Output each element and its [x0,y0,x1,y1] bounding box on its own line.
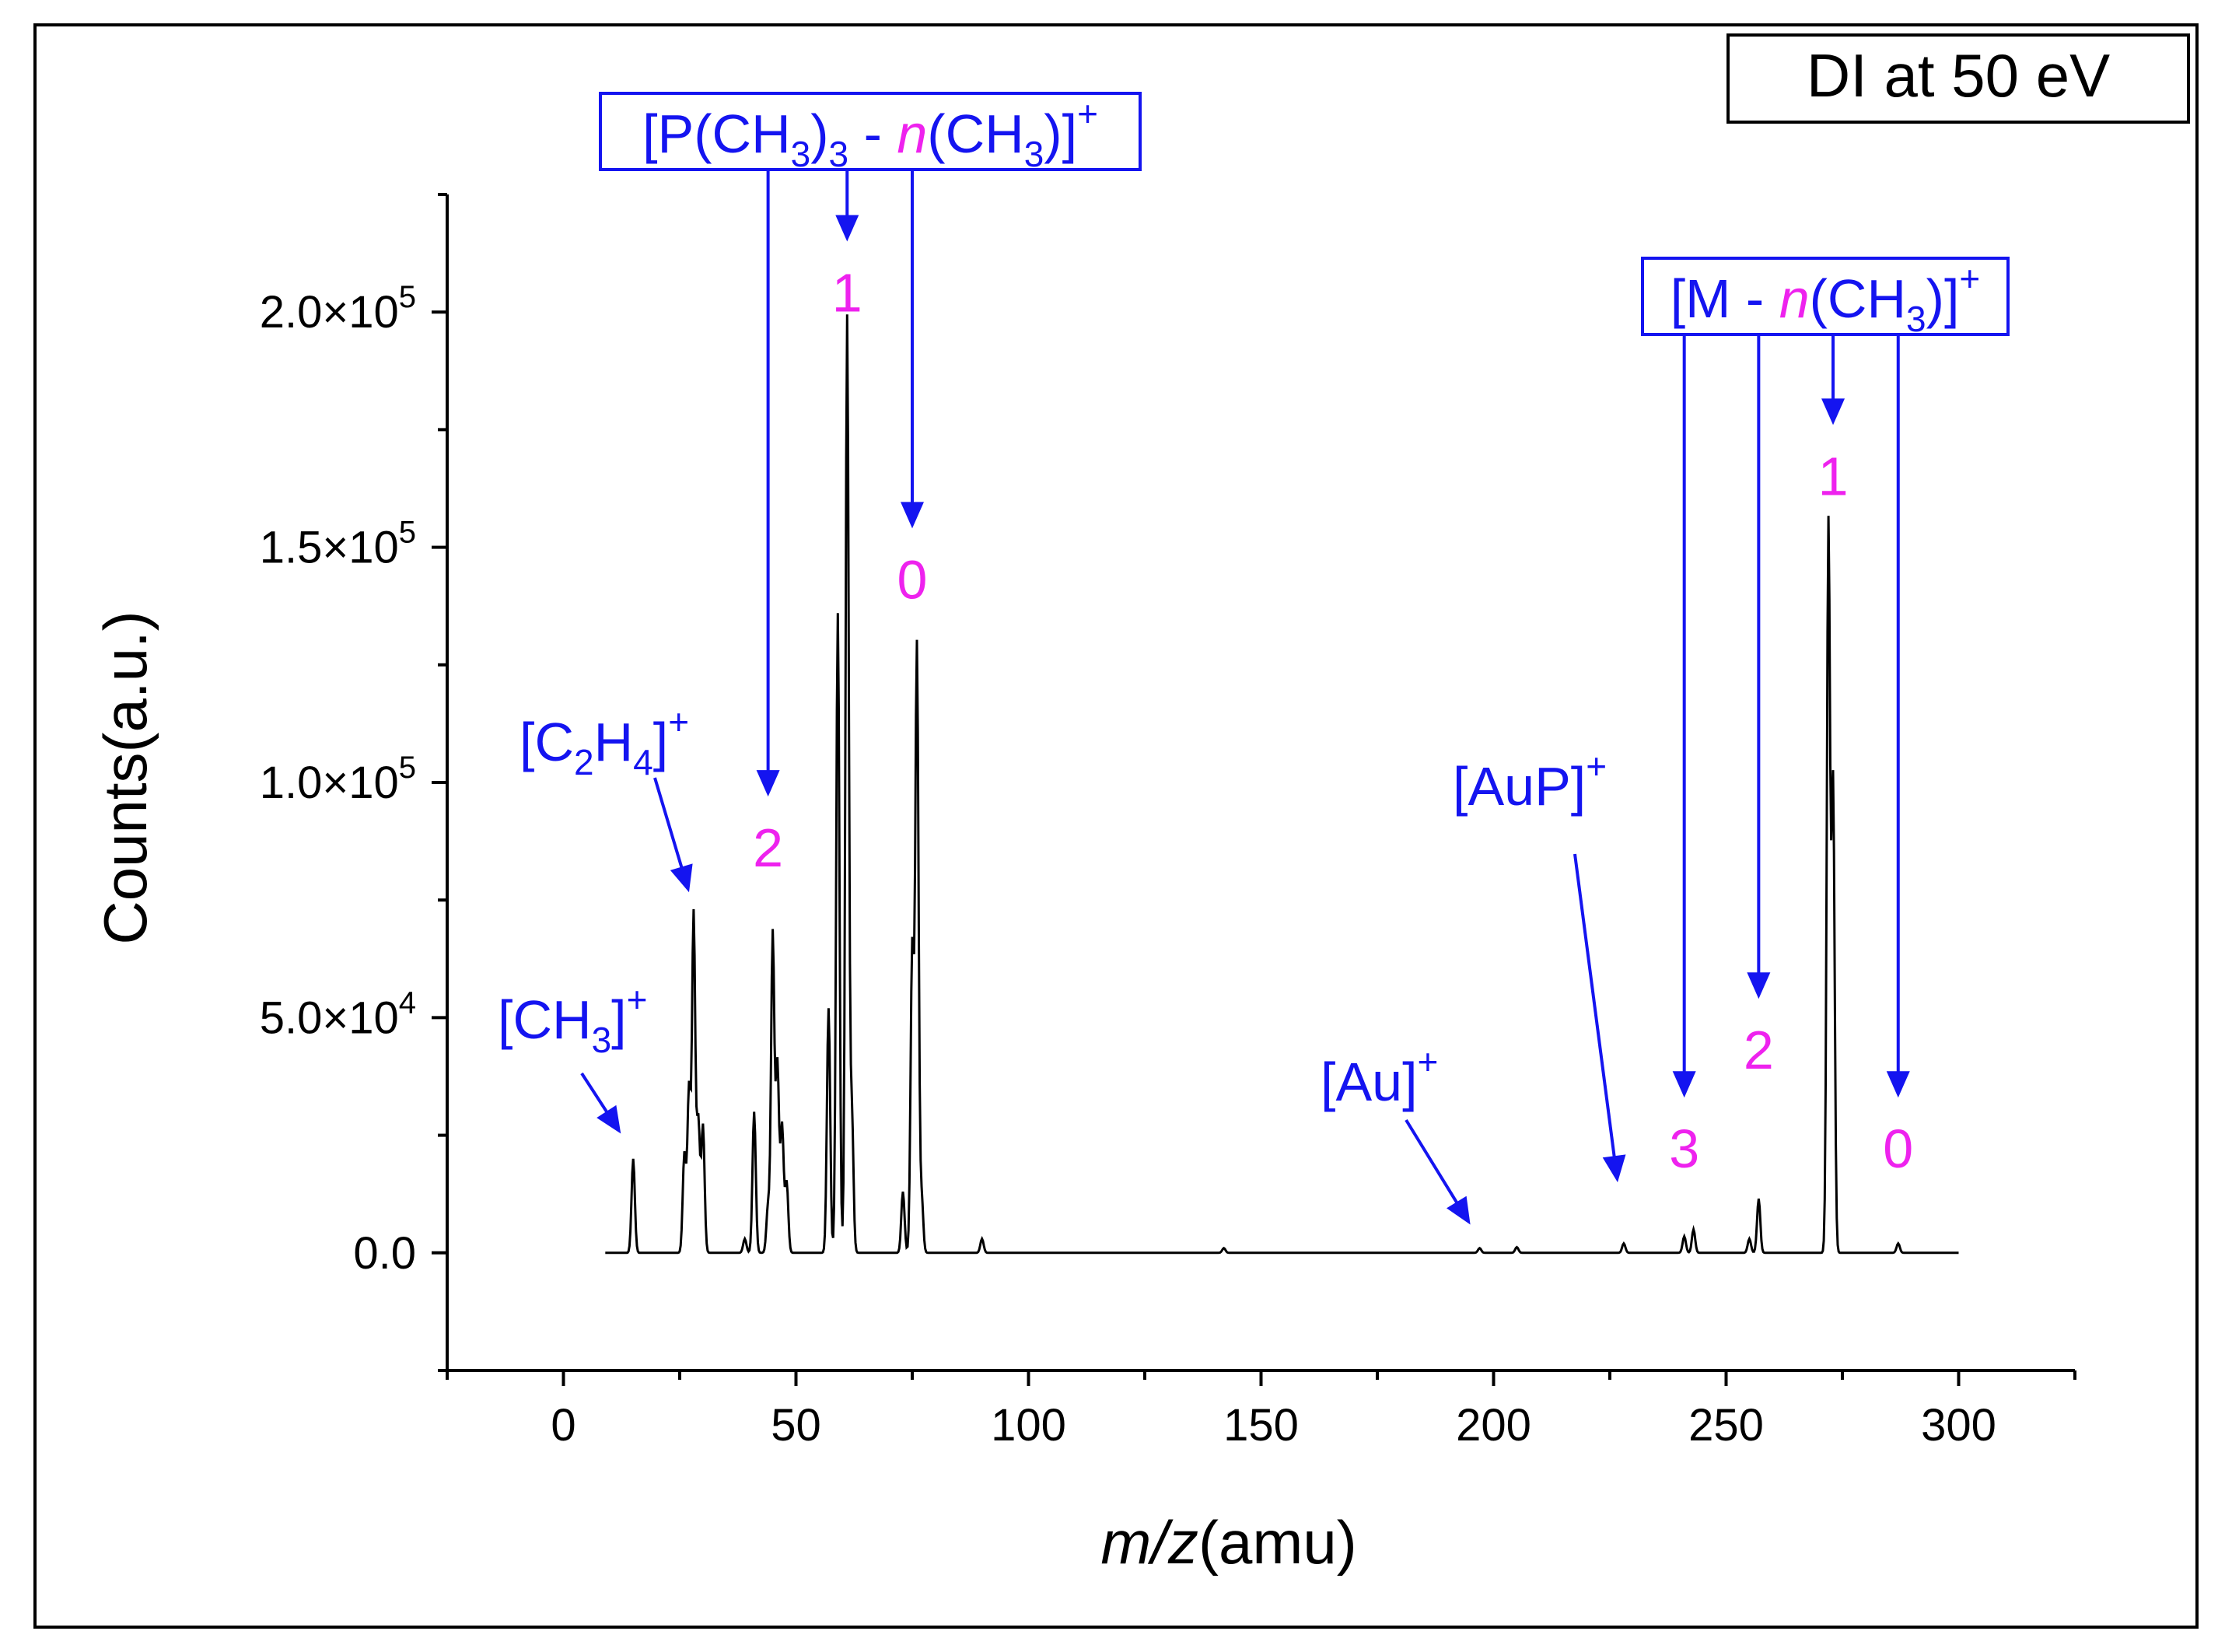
m-group-head-1 [1747,972,1771,999]
pme3-group-number-1: 1 [832,262,862,323]
x-tick-label: 300 [1921,1400,1996,1451]
arrow-ch3-shaft [580,1072,610,1115]
label-ch3: [CH3]+ [498,979,647,1060]
m-group-number-2: 1 [1818,446,1849,506]
arrow-au-shaft [1405,1118,1460,1206]
y-tick-base: ×10 [322,523,398,573]
y-tick-mantissa: 1.5 [260,523,323,573]
x-tick-label: 250 [1688,1400,1764,1451]
spectrum-line [605,314,1959,1255]
m-group-head-2 [1821,398,1845,425]
y-tick-exponent: 5 [399,516,416,550]
pme3-group-head-1 [835,215,859,242]
label-aup: [AuP]+ [1453,746,1607,817]
pme3-n: n [897,103,927,164]
spectrum-series [605,314,1959,1255]
y-tick-label: 1.0×105 [260,751,416,808]
y-tick-base: ×10 [322,992,398,1043]
arrow-aup-head [1602,1154,1626,1183]
arrow-au-head [1447,1195,1471,1225]
y-tick-exponent: 4 [399,985,416,1020]
pme3-p1: [P(CH [642,103,791,164]
c2h4-sup: + [668,702,689,742]
pme3-group-label: [P(CH3)3 - n(CH3)]+ [642,93,1098,174]
m-group-number-0: 3 [1669,1118,1699,1179]
pme3-sup: + [1077,93,1098,134]
y-tick-label: 0.0 [353,1228,416,1279]
au-text: [Au] [1321,1052,1418,1112]
ch3-text: [CH [498,989,592,1050]
x-axis-title: m/z(amu) [1100,1508,1356,1577]
y-axis-title: Counts(a.u.) [91,611,159,944]
ch3-sup: + [627,979,648,1020]
x-tick-label: 50 [771,1400,821,1451]
pme3-s3: 3 [1024,134,1044,174]
pme3-group-head-0 [756,770,780,797]
c2h4-text-h: H [594,712,634,772]
au-sup: + [1418,1041,1439,1082]
m-p3: )] [1926,268,1960,329]
annotations: [CH3]+[C2H4]+[Au]+[AuP]+[P(CH3)3 - n(CH3… [498,92,2010,1225]
y-tick-label: 2.0×105 [260,280,416,338]
m-group-head-3 [1886,1071,1910,1098]
ch3-sub: 3 [592,1020,612,1060]
arrow-ch3-head [596,1104,621,1134]
m-n: n [1779,268,1810,329]
c2h4-sub-4: 4 [633,742,653,782]
pme3-s2: 3 [829,134,849,174]
y-tick-label: 1.5×105 [260,516,416,573]
aup-sup: + [1586,746,1607,786]
c2h4-text-c: [C [520,712,574,772]
m-group-label-box [1641,257,2010,336]
pme3-p3: - [848,103,897,164]
arrow-aup-shaft [1573,853,1617,1160]
ch3-close: ] [611,989,626,1050]
arrow-c2h4-shaft [653,777,684,871]
figure-frame [33,23,2199,1629]
y-tick-mantissa: 0.0 [353,1228,416,1279]
m-group-number-1: 2 [1744,1020,1774,1080]
pme3-s1: 3 [791,134,811,174]
y-tick-mantissa: 2.0 [260,287,323,338]
m-group-head-0 [1672,1071,1696,1098]
y-tick-exponent: 5 [399,280,416,314]
m-group-number-3: 0 [1883,1118,1913,1179]
pme3-group-number-0: 2 [753,817,783,878]
title-box [1726,33,2190,124]
label-c2h4: [C2H4]+ [520,702,689,782]
y-tick-mantissa: 1.0 [260,758,323,808]
axes: 0 50 100 150 200 250 3000.05.0×1041.0×1051.5×1… [260,193,2076,1451]
m-sup: + [1959,258,1980,299]
x-tick-label: 150 [1223,1400,1299,1451]
x-tick-label: 100 [991,1400,1066,1451]
pme3-p5: )] [1044,103,1077,164]
y-tick-base: ×10 [322,287,398,338]
pme3-p2: ) [810,103,828,164]
aup-text: [AuP] [1453,756,1586,817]
c2h4-sub-2: 2 [574,742,594,782]
m-p2: (CH [1810,268,1906,329]
pme3-group-number-2: 0 [897,549,928,610]
x-tick-label: 200 [1456,1400,1531,1451]
c2h4-close: ] [653,712,668,772]
y-tick-label: 5.0×104 [260,985,416,1043]
m-p1: [M - [1670,268,1779,329]
pme3-group-head-2 [901,502,924,529]
pme3-p4: (CH [927,103,1023,164]
y-tick-mantissa: 5.0 [260,992,323,1043]
x-tick-label: 0 [551,1400,575,1451]
m-s1: 3 [1906,299,1926,339]
arrow-c2h4-head [670,863,693,893]
y-tick-base: ×10 [322,758,398,808]
chart-title: DI at 50 eV [1807,41,2110,110]
label-au: [Au]+ [1321,1041,1438,1112]
m-group-label: [M - n(CH3)]+ [1670,258,1981,339]
y-tick-exponent: 5 [399,751,416,785]
